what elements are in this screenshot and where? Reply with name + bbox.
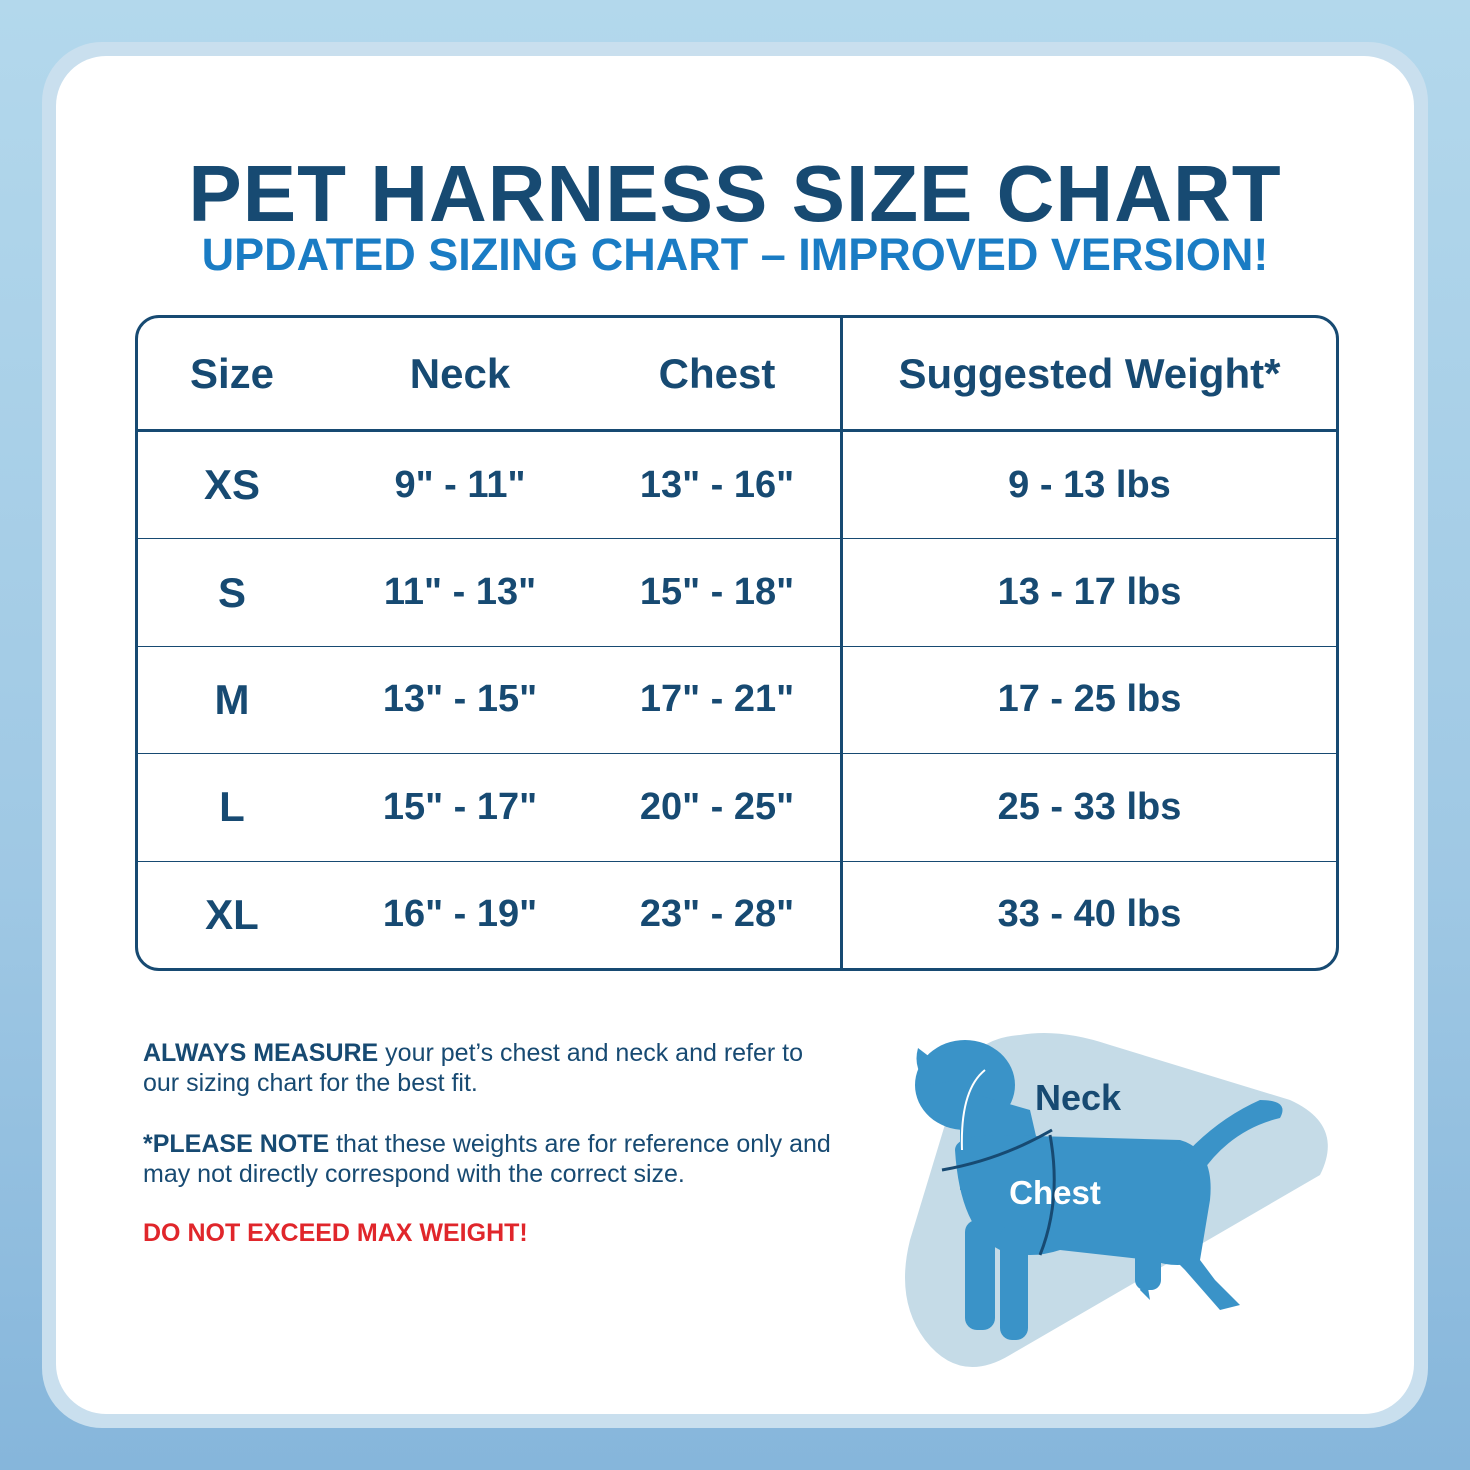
note-text: that these weights are for reference onl… xyxy=(143,1130,831,1188)
table-cell: 13" - 16" xyxy=(639,463,795,506)
column-header: Chest xyxy=(658,349,776,397)
table-cell: L xyxy=(219,783,245,831)
table-cell: 33 - 40 lbs xyxy=(840,861,1336,968)
table-cell: 17" - 21" xyxy=(639,678,795,721)
table-cell: 20" - 25" xyxy=(639,785,795,828)
column-header: Neck xyxy=(409,349,511,397)
table-cell: XL xyxy=(205,890,259,938)
table-row: S 11" - 13" 15" - 18" 13 - 17 lbs xyxy=(138,538,1336,646)
table-cell: 15" - 17" xyxy=(382,785,538,828)
neck-line xyxy=(941,1128,1053,1172)
ear-outline xyxy=(960,1069,986,1151)
note-bold: *PLEASE NOTE xyxy=(143,1130,330,1158)
table-cell: 13 - 17 lbs xyxy=(840,539,1336,646)
table-cell: 13" - 15" xyxy=(382,678,538,721)
chest-label: Chest xyxy=(1009,1174,1101,1211)
chest-line xyxy=(1038,1134,1056,1256)
table-cell: 16" - 19" xyxy=(382,893,538,936)
table-cell: 25 - 33 lbs xyxy=(840,754,1336,861)
note: ALWAYS MEASURE your pet’s chest and neck… xyxy=(143,1038,843,1098)
table-cell: 23" - 28" xyxy=(639,893,795,936)
table-cell: 17 - 25 lbs xyxy=(840,646,1336,754)
table-cell: 9 - 13 lbs xyxy=(840,432,1336,539)
table-cell: M xyxy=(214,675,250,723)
table-row: M 13" - 15" 17" - 21" 17 - 25 lbs xyxy=(138,645,1336,754)
neck-label: Neck xyxy=(1035,1077,1122,1118)
table-cell: XS xyxy=(203,461,261,509)
table-cell: 9" - 11" xyxy=(394,463,526,506)
column-header: Suggested Weight* xyxy=(840,318,1336,429)
header-row: Size Neck Chest Suggested Weight* xyxy=(138,318,1336,431)
note-bold: ALWAYS MEASURE xyxy=(143,1039,379,1067)
dog xyxy=(915,1040,1283,1340)
warning: DO NOT EXCEED MAX WEIGHT! xyxy=(143,1219,528,1247)
table-row: L 15" - 17" 20" - 25" 25 - 33 lbs xyxy=(138,753,1336,861)
column-header: Size xyxy=(189,349,275,397)
table-cell: S xyxy=(217,568,246,616)
table-row: XL 16" - 19" 23" - 28" 33 - 40 lbs xyxy=(138,860,1336,968)
title: PET HARNESS SIZE CHART xyxy=(188,149,1282,238)
note: *PLEASE NOTE that these weights are for … xyxy=(143,1129,863,1189)
note-text: your pet’s chest and neck and refer to o… xyxy=(143,1039,804,1097)
table-cell: 15" - 18" xyxy=(639,571,795,614)
subtitle: UPDATED SIZING CHART – IMPROVED VERSION! xyxy=(201,229,1269,280)
size-table: Size Neck Chest Suggested Weight* XS 9" - 11"… xyxy=(135,315,1339,971)
table-row: XS 9" - 11" 13" - 16" 9 - 13 lbs xyxy=(138,431,1336,539)
table-cell: 11" - 13" xyxy=(383,571,537,614)
